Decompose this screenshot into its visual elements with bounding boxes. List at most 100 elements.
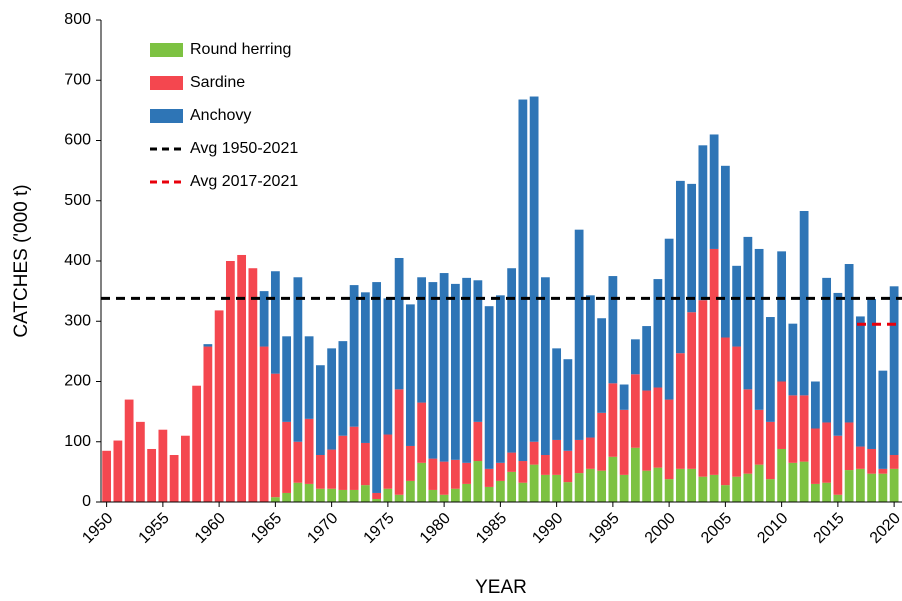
- bar-segment: [462, 277, 472, 463]
- bar-segment: [495, 295, 505, 463]
- bar-segment: [664, 399, 674, 480]
- bar-segment: [597, 318, 607, 413]
- bar-segment: [597, 412, 607, 471]
- bar-segment: [315, 365, 325, 456]
- bar-segment: [349, 426, 359, 490]
- bar-segment: [327, 488, 337, 502]
- bar-segment: [147, 448, 157, 502]
- bar-segment: [450, 488, 460, 502]
- bar-segment: [765, 479, 775, 502]
- bar-segment: [428, 489, 438, 502]
- bar-segment: [259, 346, 269, 502]
- bar-segment: [405, 445, 415, 481]
- bar-segment: [754, 248, 764, 410]
- y-tick-label: 800: [64, 11, 91, 28]
- bar-segment: [867, 298, 877, 449]
- bar-segment: [743, 236, 753, 390]
- bar-segment: [855, 446, 865, 469]
- bar-segment: [439, 273, 449, 462]
- bar-segment: [518, 482, 528, 502]
- bar-segment: [248, 268, 258, 502]
- bar-segment: [360, 292, 370, 443]
- bar-segment: [304, 418, 314, 484]
- bar-segment: [293, 277, 303, 442]
- y-tick-label: 200: [64, 373, 91, 390]
- bar-segment: [844, 470, 854, 502]
- bar-segment: [102, 450, 112, 502]
- y-tick-label: 400: [64, 252, 91, 269]
- x-tick-label: 1980: [417, 510, 454, 547]
- bar-segment: [732, 346, 742, 477]
- bar-segment: [394, 257, 404, 390]
- bar-segment: [450, 459, 460, 489]
- bar-segment: [709, 248, 719, 475]
- y-tick-label: 100: [64, 433, 91, 450]
- bar-segment: [765, 421, 775, 480]
- bar-segment: [192, 385, 202, 502]
- bar-segment: [743, 389, 753, 474]
- bar-segment: [428, 458, 438, 490]
- bar-segment: [743, 473, 753, 502]
- legend-swatch: [150, 109, 183, 123]
- x-tick-label: 2000: [642, 510, 679, 547]
- bar-segment: [574, 439, 584, 474]
- bar-segment: [529, 464, 539, 502]
- bar-segment: [304, 336, 314, 419]
- legend-swatch: [150, 43, 183, 57]
- bar-segment: [473, 421, 483, 462]
- bar-segment: [574, 229, 584, 440]
- bar-segment: [720, 485, 730, 502]
- bar-segment: [293, 441, 303, 483]
- bar-segment: [788, 462, 798, 502]
- bar-segment: [473, 461, 483, 502]
- bar-segment: [642, 326, 652, 391]
- y-tick-label: 0: [82, 493, 91, 510]
- x-tick-label: 2020: [867, 510, 902, 547]
- bar-segment: [765, 317, 775, 422]
- bar-segment: [563, 482, 573, 502]
- bar-segment: [574, 473, 584, 502]
- bar-segment: [709, 474, 719, 502]
- bar-segment: [282, 492, 292, 502]
- bar-segment: [608, 383, 618, 457]
- bar-segment: [169, 455, 179, 502]
- legend-label: Avg 1950-2021: [190, 140, 298, 157]
- bar-segment: [788, 395, 798, 463]
- bar-segment: [585, 468, 595, 502]
- bar-segment: [630, 447, 640, 502]
- bar-segment: [203, 346, 213, 502]
- bar-segment: [327, 449, 337, 489]
- y-tick-label: 300: [64, 312, 91, 329]
- bar-segment: [608, 276, 618, 384]
- bar-segment: [360, 442, 370, 486]
- bar-segment: [439, 461, 449, 495]
- bar-segment: [709, 134, 719, 249]
- y-tick-label: 600: [64, 132, 91, 149]
- bar-segment: [844, 422, 854, 471]
- bar-segment: [675, 353, 685, 469]
- bar-segment: [630, 374, 640, 448]
- bar-segment: [372, 492, 382, 499]
- bar-segment: [540, 474, 550, 502]
- bar-segment: [304, 483, 314, 502]
- bar-segment: [315, 455, 325, 489]
- bar-segment: [754, 409, 764, 465]
- bar-segment: [597, 470, 607, 502]
- bar-segment: [405, 304, 415, 446]
- bar-segment: [642, 470, 652, 502]
- bar-segment: [518, 99, 528, 462]
- bar-segment: [855, 316, 865, 447]
- x-tick-label: 1960: [192, 510, 229, 547]
- bar-segment: [180, 435, 190, 502]
- bar-segment: [439, 494, 449, 502]
- bar-segment: [518, 461, 528, 483]
- bar-segment: [282, 336, 292, 422]
- bar-segment: [799, 210, 809, 396]
- x-tick-label: 1990: [529, 510, 566, 547]
- bar-segment: [540, 277, 550, 456]
- bar-segment: [338, 435, 348, 490]
- x-tick-label: 1965: [248, 510, 285, 547]
- bar-segment: [777, 251, 787, 382]
- bar-segment: [507, 268, 517, 453]
- bar-segment: [889, 286, 899, 456]
